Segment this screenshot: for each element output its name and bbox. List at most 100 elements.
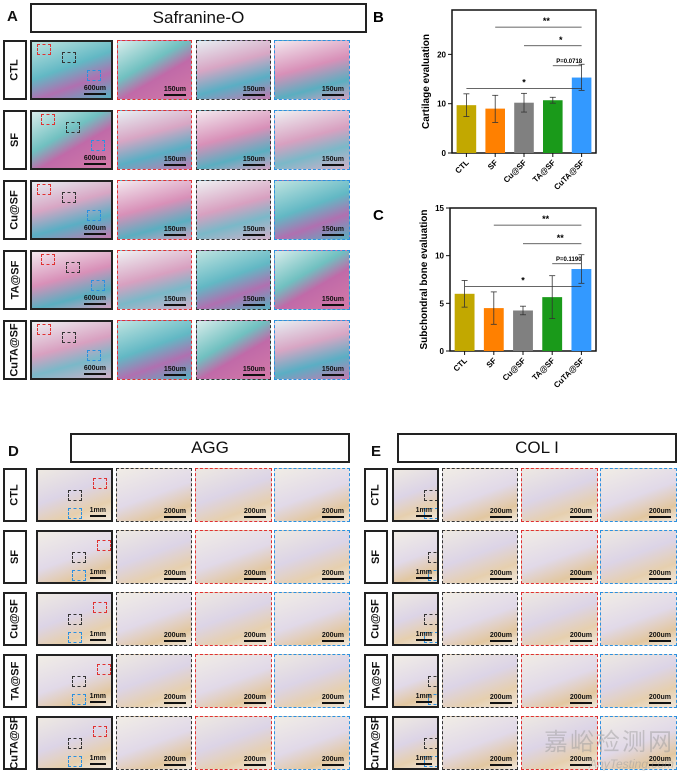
row-label-text: Cu@SF — [370, 599, 383, 639]
roi-box-blue — [72, 570, 86, 581]
scale-bar-label: 150um — [321, 226, 344, 233]
row-label: SF — [3, 530, 27, 584]
scale-bar-label: 150um — [321, 156, 344, 163]
zoom-image-blue: 200um — [274, 468, 350, 522]
overview-image: 1mm — [392, 592, 439, 646]
row-label: TA@SF — [364, 654, 388, 708]
x-tick-label: TA@SF — [530, 356, 556, 382]
zoom-image-black: 150um — [196, 320, 271, 380]
row-label: CuTA@SF — [3, 716, 27, 770]
zoom-image-blue: 150um — [274, 320, 350, 380]
watermark-url: AnyTesting.com — [589, 757, 674, 771]
bar-Cu@SF — [513, 310, 533, 351]
bar-TA@SF — [543, 100, 563, 153]
roi-box-blue — [424, 632, 437, 643]
scale-bar: 200um — [321, 756, 344, 766]
row-label-text: CTL — [9, 59, 22, 81]
scale-bar-line — [321, 702, 344, 704]
row-label: CTL — [3, 468, 27, 522]
scale-bar: 600um — [83, 225, 106, 235]
scale-bar: 200um — [163, 632, 186, 642]
scale-bar-line — [163, 164, 186, 166]
scale-bar-label: 150um — [321, 366, 344, 373]
zoom-image-blue: 200um — [600, 716, 677, 770]
scale-bar-label: 200um — [569, 694, 592, 701]
bar-CuTA@SF — [571, 269, 592, 351]
roi-box-black — [68, 614, 82, 625]
scale-bar-line — [489, 578, 512, 580]
y-tick-label: 5 — [440, 299, 445, 308]
zoom-image-blue: 150um — [274, 110, 350, 170]
scale-bar: 200um — [648, 508, 671, 518]
zoom-image-red: 150um — [117, 110, 192, 170]
scale-bar: 200um — [569, 570, 592, 580]
row-label-text: CTL — [370, 484, 383, 506]
scale-bar-line — [89, 515, 106, 517]
scale-bar-line — [163, 578, 186, 580]
scale-bar-label: 600um — [83, 85, 106, 92]
overview-image: 1mm — [36, 530, 113, 584]
zoom-image-black: 150um — [196, 110, 271, 170]
zoom-image-red: 200um — [521, 654, 598, 708]
scale-bar-label: 200um — [243, 632, 266, 639]
x-tick-label: SF — [485, 356, 499, 370]
scale-bar-label: 200um — [243, 694, 266, 701]
scale-bar: 200um — [489, 508, 512, 518]
scale-bar-label: 200um — [648, 570, 671, 577]
bar-Cu@SF — [514, 102, 534, 153]
scale-bar-line — [163, 640, 186, 642]
scale-bar-label: 600um — [83, 365, 106, 372]
roi-box-blue — [68, 632, 82, 643]
scale-bar-line — [242, 94, 265, 96]
zoom-image-black: 200um — [116, 592, 192, 646]
scale-bar-line — [83, 163, 106, 165]
scale-bar: 200um — [648, 570, 671, 580]
roi-box-red — [97, 540, 111, 551]
scale-bar-label: 150um — [163, 156, 186, 163]
watermark: 嘉峪检测网 AnyTesting.com — [544, 722, 674, 771]
significance-label: P=0.1190 — [556, 257, 582, 263]
panel-label-C: C — [373, 207, 384, 224]
scale-bar-line — [163, 94, 186, 96]
scale-bar-line — [163, 764, 186, 766]
scale-bar: 200um — [489, 756, 512, 766]
y-tick-label: 10 — [435, 252, 444, 261]
scale-bar: 150um — [163, 226, 186, 236]
x-tick-label: CuTA@SF — [552, 356, 586, 390]
zoom-image-red: 200um — [195, 468, 272, 522]
roi-box-blue — [428, 694, 437, 705]
roi-box-red — [41, 114, 55, 125]
panel-label-B: B — [373, 9, 384, 26]
scale-bar-line — [489, 516, 512, 518]
scale-bar-line — [243, 516, 266, 518]
scale-bar-label: 150um — [242, 366, 265, 373]
scale-bar-label: 1mm — [89, 507, 106, 514]
scale-bar-label: 200um — [163, 570, 186, 577]
panel-title-E: COL I — [397, 433, 677, 463]
zoom-image-black: 200um — [442, 716, 518, 770]
roi-box-black — [424, 614, 437, 625]
roi-box-red — [97, 664, 111, 675]
scale-bar-line — [321, 578, 344, 580]
scale-bar-label: 200um — [321, 508, 344, 515]
scale-bar-label: 1mm — [415, 755, 432, 762]
scale-bar-label: 200um — [163, 756, 186, 763]
zoom-image-red: 150um — [117, 40, 192, 100]
scale-bar-label: 200um — [648, 694, 671, 701]
scale-bar: 200um — [243, 756, 266, 766]
zoom-image-black: 200um — [442, 654, 518, 708]
scale-bar-line — [89, 701, 106, 703]
scale-bar-label: 200um — [648, 756, 671, 763]
significance-label: ** — [543, 16, 551, 26]
row-label-text: CuTA@SF — [370, 716, 383, 770]
roi-box-red — [41, 254, 55, 265]
row-label: CTL — [3, 40, 27, 100]
scale-bar-line — [89, 763, 106, 765]
zoom-image-red: 150um — [117, 320, 192, 380]
scale-bar-line — [489, 764, 512, 766]
roi-box-red — [37, 184, 51, 195]
row-label-text: TA@SF — [9, 661, 22, 701]
scale-bar-line — [321, 640, 344, 642]
stain-title: COL I — [515, 438, 559, 457]
row-label: TA@SF — [3, 654, 27, 708]
